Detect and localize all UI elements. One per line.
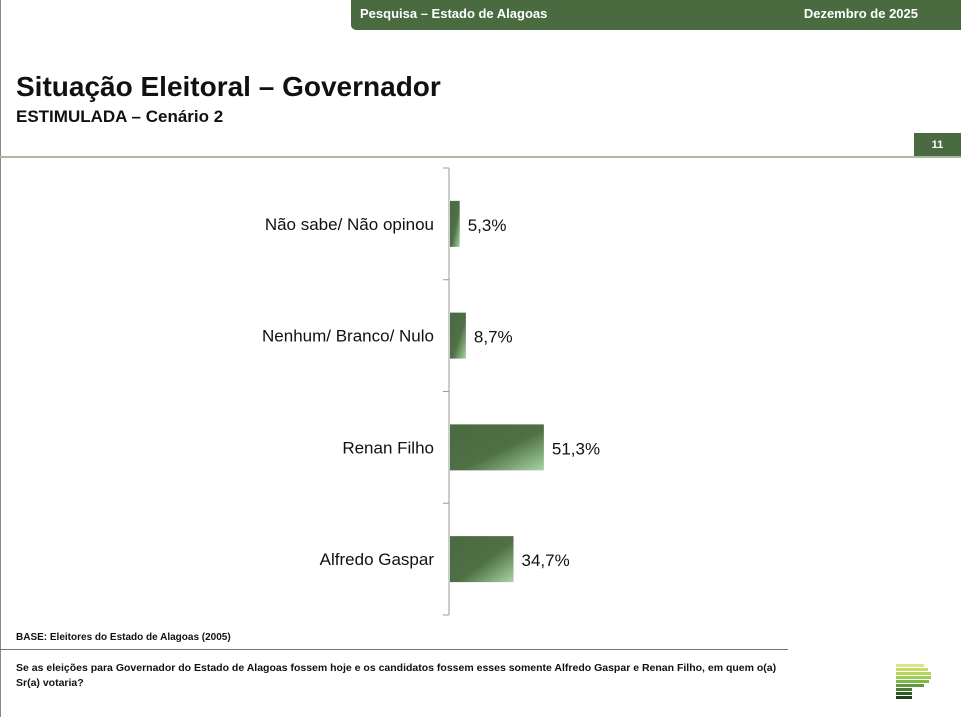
logo-stripe — [896, 692, 912, 695]
logo-stripe — [896, 668, 928, 671]
logo-stripe — [896, 688, 912, 691]
company-logo — [896, 664, 931, 700]
logo-stripe — [896, 684, 924, 687]
logo-stripe — [896, 664, 924, 667]
survey-name: Pesquisa – Estado de Alagoas — [360, 6, 548, 21]
data-label: 8,7% — [474, 328, 513, 347]
category-label: Não sabe/ Não opinou — [265, 215, 434, 234]
page-subtitle: ESTIMULADA – Cenário 2 — [16, 107, 224, 126]
category-label: Nenhum/ Branco/ Nulo — [262, 327, 434, 346]
bar — [450, 536, 514, 583]
footer-divider — [0, 649, 788, 650]
page-border — [0, 0, 1, 717]
page-title: Situação Eleitoral – Governador — [16, 71, 441, 102]
survey-date: Dezembro de 2025 — [803, 6, 918, 21]
bar — [450, 424, 544, 471]
logo-stripe — [896, 696, 912, 699]
data-label: 34,7% — [522, 551, 570, 570]
logo-stripe — [896, 676, 931, 679]
logo-stripe — [896, 680, 929, 683]
logo-stripe — [896, 672, 931, 675]
base-note: BASE: Eleitores do Estado de Alagoas (20… — [16, 632, 231, 643]
header-bar: Pesquisa – Estado de Alagoas Dezembro de… — [351, 0, 961, 30]
data-label: 51,3% — [552, 439, 600, 458]
category-label: Alfredo Gaspar — [320, 550, 435, 569]
bar — [450, 312, 466, 359]
page-number: 11 — [914, 133, 961, 157]
category-label: Renan Filho — [342, 438, 434, 457]
header-divider — [0, 156, 961, 158]
survey-question: Se as eleições para Governador do Estado… — [16, 662, 777, 689]
data-label: 5,3% — [468, 216, 507, 235]
bar — [450, 200, 460, 247]
